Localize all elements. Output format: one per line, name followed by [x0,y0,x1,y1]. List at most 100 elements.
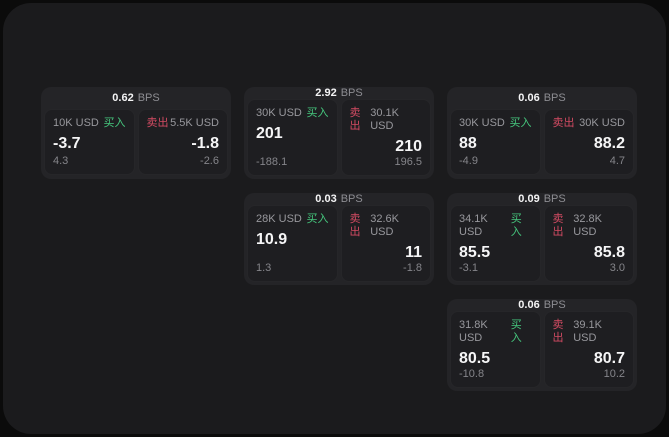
sell-side-label: 卖出 [552,319,564,344]
buy-change: 4.3 [53,155,69,167]
sell-side-label: 卖出 [349,213,361,238]
sell-tile[interactable]: 卖出 32.6K USD 11 -1.8 [340,205,431,282]
buy-price: 10.9 [256,231,288,248]
bps-header: 0.06 BPS [447,87,637,109]
sell-side-label: 卖出 [552,213,564,238]
sell-change: 10.2 [603,368,625,380]
buy-tile-header: 10K USD 买入 [53,117,126,130]
quote-card: 0.03 BPS 28K USD 买入 10.9 1.3 卖出 32.6K US… [244,193,434,285]
bps-header: 0.03 BPS [244,193,434,205]
sell-price: 80.7 [593,350,625,367]
buy-price: 85.5 [459,244,491,261]
buy-tile[interactable]: 30K USD 买入 88 -4.9 [450,109,541,175]
quote-cards-grid: 0.62 BPS 10K USD 买入 -3.7 4.3 卖出 5.5K USD [41,87,637,391]
sell-change: 196.5 [394,156,422,168]
quote-tiles: 30K USD 买入 88 -4.9 卖出 30K USD 88.2 4.7 [447,109,637,179]
sell-tile-header: 卖出 32.6K USD [350,213,423,239]
sell-amount: 32.8K USD [573,213,602,238]
buy-change: -3.1 [459,262,478,274]
sell-amount: 5.5K USD [170,117,219,129]
bps-unit-label: BPS [543,92,566,104]
bps-value: 0.06 [518,92,540,104]
bps-header: 0.06 BPS [447,299,637,311]
bps-value: 0.03 [315,193,337,205]
sell-side-label: 卖出 [349,107,361,132]
quote-tiles: 31.8K USD 买入 80.5 -10.8 卖出 39.1K USD 80.… [447,311,637,392]
sell-tile[interactable]: 卖出 5.5K USD -1.8 -2.6 [137,109,228,175]
sell-side-label: 卖出 [146,117,169,129]
buy-tile-header: 30K USD 买入 [459,117,532,130]
bps-value: 2.92 [315,87,337,99]
buy-amount: 31.8K USD [459,319,488,344]
bps-header: 0.09 BPS [447,193,637,205]
sell-tile-header: 卖出 32.8K USD [553,213,626,239]
sell-price: -1.8 [191,135,219,152]
quote-card: 0.06 BPS 30K USD 买入 88 -4.9 卖出 30K USD [447,87,637,179]
sell-price: 88.2 [593,135,625,152]
buy-side-label: 买入 [103,117,126,129]
buy-tile-header: 30K USD 买入 [256,107,329,120]
sell-amount: 30.1K USD [370,107,399,132]
buy-amount: 28K USD [256,213,302,225]
buy-side-label: 买入 [510,319,522,344]
buy-amount: 10K USD [53,117,99,129]
buy-change: -10.8 [459,368,485,380]
sell-change: 3.0 [609,262,625,274]
quote-tiles: 10K USD 买入 -3.7 4.3 卖出 5.5K USD -1.8 -2.… [41,109,231,179]
buy-amount: 34.1K USD [459,213,488,238]
bps-header: 0.62 BPS [41,87,231,109]
buy-tile[interactable]: 30K USD 买入 201 -188.1 [247,99,338,176]
bps-unit-label: BPS [340,193,363,205]
buy-tile[interactable]: 34.1K USD 买入 85.5 -3.1 [450,205,541,282]
buy-tile-header: 34.1K USD 买入 [459,213,532,239]
sell-change: 4.7 [609,155,625,167]
quote-card: 0.62 BPS 10K USD 买入 -3.7 4.3 卖出 5.5K USD [41,87,231,179]
quotes-panel: 0.62 BPS 10K USD 买入 -3.7 4.3 卖出 5.5K USD [3,3,666,434]
bps-value: 0.06 [518,299,540,311]
quote-tiles: 28K USD 买入 10.9 1.3 卖出 32.6K USD 11 -1.8 [244,205,434,286]
sell-price: 210 [395,138,422,155]
sell-price: 11 [405,244,422,261]
sell-tile[interactable]: 卖出 30.1K USD 210 196.5 [340,99,431,176]
sell-change: -1.8 [403,262,422,274]
bps-unit-label: BPS [543,193,566,205]
quote-tiles: 34.1K USD 买入 85.5 -3.1 卖出 32.8K USD 85.8… [447,205,637,286]
buy-side-label: 买入 [306,107,329,119]
sell-tile[interactable]: 卖出 39.1K USD 80.7 10.2 [543,311,634,388]
buy-price: 201 [256,125,283,142]
sell-tile-header: 卖出 30.1K USD [350,107,423,133]
sell-price: 85.8 [593,244,625,261]
buy-change: 1.3 [256,262,272,274]
buy-tile-header: 31.8K USD 买入 [459,319,532,345]
sell-amount: 39.1K USD [573,319,602,344]
sell-side-label: 卖出 [552,117,575,129]
sell-tile[interactable]: 卖出 32.8K USD 85.8 3.0 [543,205,634,282]
quote-card: 2.92 BPS 30K USD 买入 201 -188.1 卖出 30.1K … [244,87,434,179]
buy-tile[interactable]: 31.8K USD 买入 80.5 -10.8 [450,311,541,388]
quote-tiles: 30K USD 买入 201 -188.1 卖出 30.1K USD 210 1… [244,99,434,180]
sell-tile[interactable]: 卖出 30K USD 88.2 4.7 [543,109,634,175]
bps-value: 0.62 [112,92,134,104]
bps-unit-label: BPS [340,87,363,99]
buy-price: 80.5 [459,350,491,367]
quote-card: 0.06 BPS 31.8K USD 买入 80.5 -10.8 卖出 39.1… [447,299,637,391]
bps-unit-label: BPS [543,299,566,311]
sell-tile-header: 卖出 39.1K USD [553,319,626,345]
buy-amount: 30K USD [459,117,505,129]
buy-tile[interactable]: 28K USD 买入 10.9 1.3 [247,205,338,282]
sell-change: -2.6 [200,155,219,167]
bps-value: 0.09 [518,193,540,205]
sell-amount: 30K USD [579,117,625,129]
bps-header: 2.92 BPS [244,87,434,99]
sell-tile-header: 卖出 30K USD [553,117,626,130]
buy-change: -4.9 [459,155,478,167]
buy-price: -3.7 [53,135,81,152]
buy-side-label: 买入 [510,213,522,238]
sell-tile-header: 卖出 5.5K USD [147,117,220,130]
buy-tile-header: 28K USD 买入 [256,213,329,226]
buy-tile[interactable]: 10K USD 买入 -3.7 4.3 [44,109,135,175]
buy-change: -188.1 [256,156,288,168]
quote-card: 0.09 BPS 34.1K USD 买入 85.5 -3.1 卖出 32.8K… [447,193,637,285]
buy-side-label: 买入 [509,117,532,129]
bps-unit-label: BPS [137,92,160,104]
